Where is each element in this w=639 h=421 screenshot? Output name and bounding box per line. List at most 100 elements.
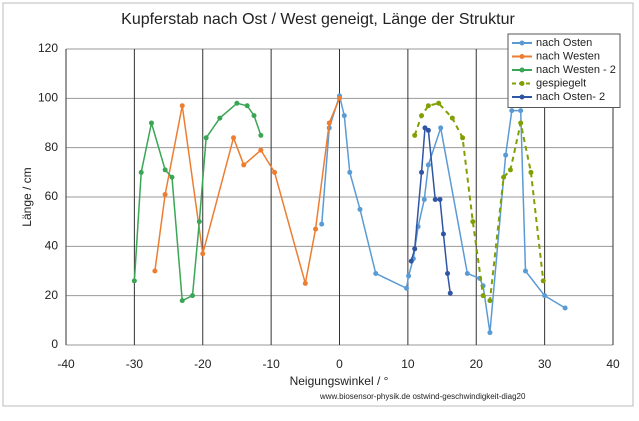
point <box>337 95 342 101</box>
point <box>470 219 476 225</box>
point <box>406 273 412 279</box>
point <box>272 169 278 175</box>
point <box>412 132 418 138</box>
point <box>326 120 332 126</box>
point <box>412 246 418 252</box>
legend-label: gespiegelt <box>536 77 586 89</box>
point <box>480 293 486 299</box>
legend-marker <box>519 54 525 59</box>
point <box>509 108 515 114</box>
point <box>464 270 470 276</box>
footnote: www.biosensor-physik.de ostwind-geschwin… <box>319 392 526 401</box>
point <box>319 221 325 227</box>
series-line <box>410 126 452 294</box>
point <box>302 280 308 286</box>
point <box>148 120 154 126</box>
point <box>487 330 493 336</box>
point <box>447 290 453 296</box>
y-tick-label: 120 <box>38 41 58 55</box>
series-line <box>413 102 545 303</box>
point <box>258 147 264 153</box>
legend-label: nach Westen <box>536 50 600 62</box>
point <box>313 226 319 232</box>
x-tick-label: 30 <box>538 357 552 371</box>
point <box>528 169 534 175</box>
point <box>425 127 431 133</box>
legend-marker <box>519 67 525 73</box>
point <box>162 192 168 198</box>
point <box>203 135 209 141</box>
point <box>445 270 451 276</box>
y-tick-label: 60 <box>45 189 59 203</box>
point <box>241 162 247 168</box>
legend-marker <box>519 81 525 86</box>
legend-label: nach Osten- 2 <box>536 91 605 103</box>
x-tick-label: 10 <box>401 357 415 371</box>
point <box>373 270 379 276</box>
y-tick-label: 80 <box>45 140 59 154</box>
point <box>169 174 175 180</box>
point <box>217 115 223 121</box>
point <box>357 206 363 212</box>
y-tick-label: 0 <box>51 337 58 351</box>
point <box>425 103 431 109</box>
point <box>341 113 347 119</box>
point <box>507 167 513 173</box>
y-axis-label: Länge / cm <box>20 167 34 226</box>
legend-marker <box>519 94 525 100</box>
point <box>518 108 524 114</box>
y-tick-label: 40 <box>45 239 59 253</box>
point <box>562 305 568 311</box>
point <box>196 219 202 225</box>
series-line <box>154 98 341 284</box>
x-axis-label: Neigungswinkel / ° <box>290 374 389 388</box>
point <box>408 258 414 264</box>
point <box>419 169 425 175</box>
point <box>540 278 546 284</box>
x-tick-label: 20 <box>470 357 484 371</box>
point <box>503 152 509 158</box>
x-tick-label: -40 <box>57 357 75 371</box>
point <box>438 125 444 131</box>
point <box>258 132 264 138</box>
legend-marker <box>519 40 525 46</box>
point <box>162 167 168 173</box>
point <box>251 113 257 119</box>
x-tick-label: 40 <box>606 357 620 371</box>
point <box>522 268 528 274</box>
point <box>131 278 137 284</box>
legend-label: nach Westen - 2 <box>536 64 616 76</box>
point <box>404 285 410 291</box>
point <box>440 231 446 237</box>
y-tick-label: 100 <box>38 91 58 105</box>
x-tick-label: -30 <box>126 357 144 371</box>
point <box>179 103 185 109</box>
point <box>437 196 443 202</box>
point <box>421 196 427 202</box>
point <box>518 120 524 126</box>
point <box>244 103 250 109</box>
point <box>432 196 438 202</box>
y-tick-label: 20 <box>45 288 59 302</box>
x-tick-label: 0 <box>336 357 343 371</box>
point <box>200 251 206 257</box>
point <box>425 162 431 168</box>
point <box>487 298 493 304</box>
point <box>231 135 237 141</box>
point <box>152 268 158 274</box>
x-tick-label: -10 <box>262 357 280 371</box>
point <box>501 174 507 180</box>
legend-label: nach Osten <box>536 37 592 49</box>
point <box>189 293 195 299</box>
point <box>436 100 442 106</box>
x-tick-label: -20 <box>194 357 212 371</box>
point <box>347 169 353 175</box>
point <box>460 135 466 141</box>
point <box>179 298 185 304</box>
point <box>449 115 455 121</box>
point <box>419 113 425 119</box>
point <box>234 100 240 106</box>
chart-title: Kupferstab nach Ost / West geneigt, Läng… <box>121 11 515 28</box>
